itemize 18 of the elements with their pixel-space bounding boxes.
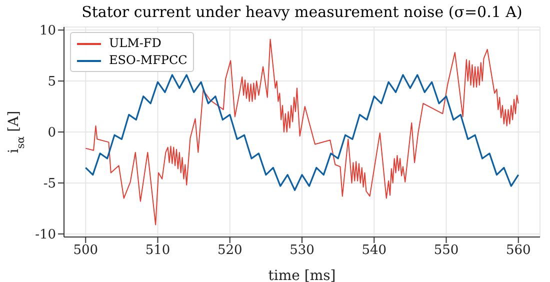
x-tick-label: 520 <box>217 243 242 258</box>
legend-label: ESO-MFPCC <box>109 52 188 69</box>
chart-title: Stator current under heavy measurement noise (σ=0.1 A) <box>80 3 524 21</box>
line-series <box>84 74 520 191</box>
x-tick-label: 540 <box>362 243 387 258</box>
y-tick-label: 10 <box>39 24 56 39</box>
legend-label: ULM-FD <box>109 35 162 52</box>
y-tick-label: 0 <box>48 126 56 141</box>
x-tick-label: 500 <box>73 243 98 258</box>
y-tick-label: -5 <box>43 176 56 192</box>
y-tick-label: -10 <box>35 228 56 243</box>
x-tick-label: 510 <box>145 243 170 258</box>
x-tick-label: 560 <box>506 243 531 258</box>
x-axis-title: time [ms] <box>268 268 336 282</box>
y-tick-label: 5 <box>48 74 56 90</box>
x-tick-label: 530 <box>290 243 314 258</box>
x-tick-label: 550 <box>434 243 459 258</box>
line-series <box>85 38 519 226</box>
